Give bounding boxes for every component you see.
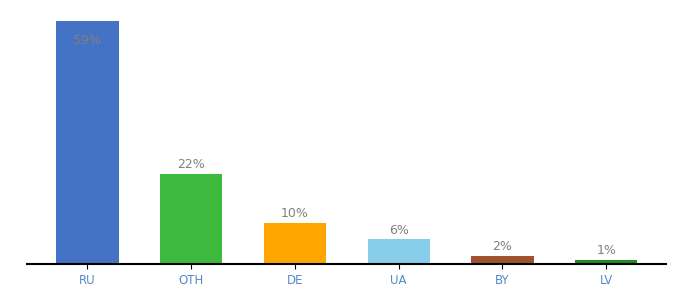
Text: 59%: 59% (73, 34, 101, 47)
Bar (56, 21, 118, 264)
Bar (575, 260, 637, 264)
Text: 2%: 2% (492, 240, 513, 253)
Bar (160, 173, 222, 264)
Text: 10%: 10% (281, 207, 309, 220)
Bar (471, 256, 534, 264)
Bar (264, 223, 326, 264)
Bar (368, 239, 430, 264)
Text: 6%: 6% (389, 224, 409, 237)
Text: 1%: 1% (596, 244, 616, 257)
Text: 22%: 22% (177, 158, 205, 171)
